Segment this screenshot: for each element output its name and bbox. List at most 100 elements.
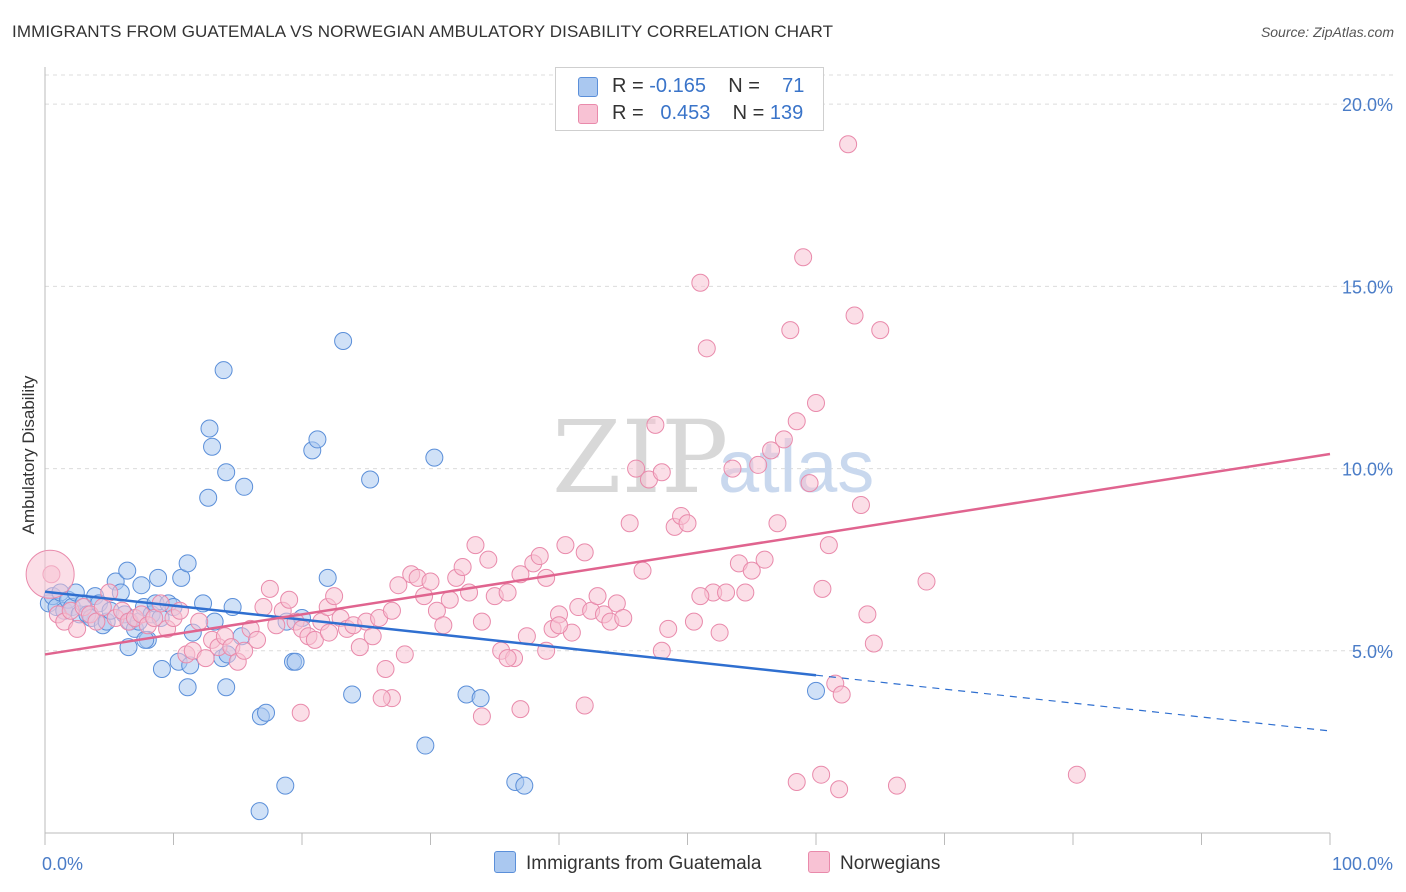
norwegian-point <box>858 605 877 624</box>
guatemala-point <box>250 802 269 821</box>
norwegian-point <box>68 619 87 638</box>
guatemala-point <box>257 703 276 722</box>
norwegian-point <box>646 415 665 434</box>
legend-text: R = 0.453 N = 139 <box>612 102 803 125</box>
axes <box>44 67 1331 845</box>
y-tick-label: 10.0% <box>1342 460 1393 480</box>
guatemala-point <box>334 332 353 351</box>
norwegian-point <box>762 441 781 460</box>
n-value: 71 <box>782 75 805 97</box>
trend-line-norwegians <box>44 452 1331 656</box>
guatemala-point <box>361 470 380 489</box>
norwegian-point <box>614 608 633 627</box>
guatemala-point <box>217 463 236 482</box>
guatemala-point <box>235 477 254 496</box>
norwegian-point <box>691 273 710 292</box>
grid-lines <box>45 74 1394 652</box>
guatemala-point <box>286 652 305 671</box>
norwegian-point <box>440 590 459 609</box>
norwegian-point <box>395 645 414 664</box>
norwegian-point <box>556 536 575 555</box>
norwegian-point <box>620 514 639 533</box>
norwegian-point <box>530 547 549 566</box>
norwegian-point <box>291 703 310 722</box>
guatemala-point <box>178 678 197 697</box>
norwegian-point <box>376 660 395 679</box>
norwegian-point <box>319 623 338 642</box>
legend-text: R = -0.165 N = 71 <box>612 75 804 98</box>
norwegian-point <box>710 623 729 642</box>
guatemala-point <box>217 678 236 697</box>
norwegian-point <box>652 463 671 482</box>
norwegian-point <box>498 583 517 602</box>
x-tick-labels: 0.0% 100.0% <box>42 854 1393 874</box>
legend-swatch-blue <box>494 851 516 873</box>
norwegian-point <box>742 561 761 580</box>
stats-legend: R = -0.165 N = 71 R = 0.453 N = 139 <box>555 67 824 131</box>
norwegian-point <box>453 557 472 576</box>
norwegian-point <box>813 579 832 598</box>
guatemala-point <box>118 561 137 580</box>
legend-item-norwegians: Norwegians <box>808 851 940 875</box>
norwegian-point <box>678 514 697 533</box>
guatemala-point <box>425 448 444 467</box>
norwegian-point <box>235 641 254 660</box>
guatemala-point <box>178 554 197 573</box>
guatemala-point <box>807 681 825 700</box>
norwegian-point <box>466 536 485 555</box>
norwegian-point <box>350 638 369 657</box>
norwegian-point <box>845 306 864 325</box>
norwegian-point <box>819 536 838 555</box>
trend-line-guatemala-projection <box>815 674 1331 732</box>
norwegian-point <box>389 576 408 595</box>
norwegian-point <box>363 627 382 646</box>
legend-swatch-pink <box>578 104 598 124</box>
norwegian-point <box>325 587 344 606</box>
norwegian-point <box>774 430 793 449</box>
norwegian-point <box>196 649 215 668</box>
y-tick-label: 20.0% <box>1342 95 1393 115</box>
r-label: R = <box>612 102 644 124</box>
norwegian-point <box>305 630 324 649</box>
norwegian-point <box>479 550 498 569</box>
norwegian-point <box>839 135 858 154</box>
r-value: -0.165 <box>649 75 706 97</box>
norwegian-point <box>372 689 391 708</box>
guatemala-point <box>318 568 337 587</box>
norwegian-point <box>887 776 906 795</box>
guatemala-point <box>276 776 295 795</box>
norwegian-point <box>190 612 209 631</box>
norwegian-point <box>871 321 890 340</box>
norwegian-point <box>633 561 652 580</box>
legend-label: Norwegians <box>840 853 941 874</box>
norwegian-point <box>864 634 883 653</box>
legend-swatch-pink <box>808 851 830 873</box>
guatemala-point <box>200 419 219 438</box>
norwegian-point <box>382 601 401 620</box>
legend-label: Immigrants from Guatemala <box>526 853 762 874</box>
norwegian-point <box>260 579 279 598</box>
norwegian-point <box>812 765 831 784</box>
n-value: 139 <box>769 102 804 124</box>
norwegian-point <box>659 619 678 638</box>
norwegian-point <box>472 612 491 631</box>
norwegian-point <box>787 772 806 791</box>
trend-line-guatemala <box>44 590 817 677</box>
norwegian-point <box>280 590 299 609</box>
norwegian-point <box>684 612 703 631</box>
guatemala-point <box>416 736 435 755</box>
chart-title: IMMIGRANTS FROM GUATEMALA VS NORWEGIAN A… <box>12 22 834 41</box>
watermark-zip: ZIP <box>552 399 728 516</box>
norwegian-point <box>832 685 851 704</box>
norwegian-point <box>100 583 119 602</box>
y-tick-label: 5.0% <box>1352 642 1393 662</box>
r-label: R = <box>612 75 644 97</box>
norwegian-point <box>697 339 716 358</box>
n-label: N = <box>732 102 765 124</box>
r-value: 0.453 <box>660 102 711 124</box>
norwegian-point <box>254 598 273 617</box>
guatemala-point <box>149 568 168 587</box>
norwegian-point <box>851 496 870 515</box>
norwegian-point <box>800 474 819 493</box>
